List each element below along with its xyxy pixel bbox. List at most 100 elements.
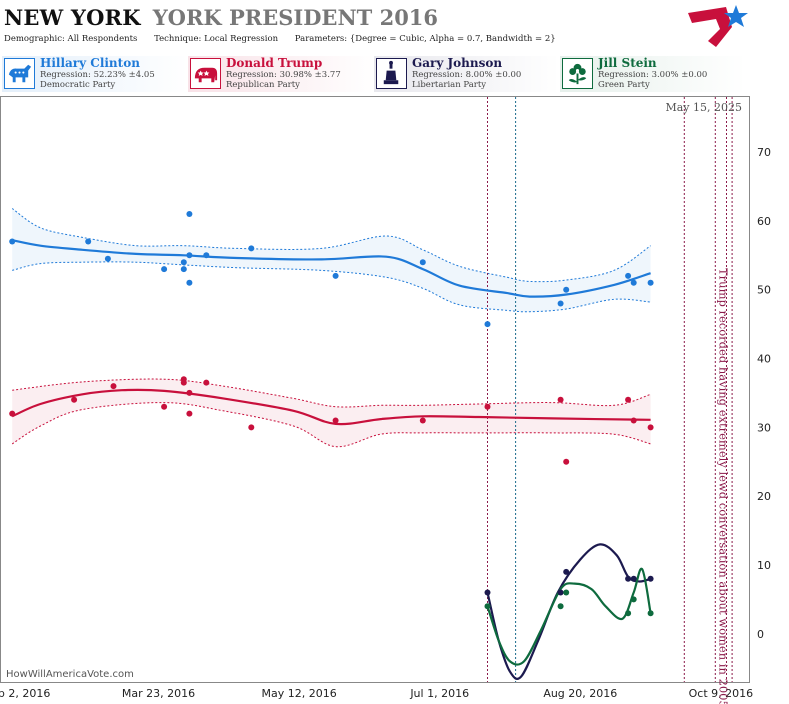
candidate-card-clinton[interactable]: Hillary Clinton Regression: 52.23% ±4.05… xyxy=(2,56,188,92)
x-axis: Feb 2, 2016 Mar 23, 2016 May 12, 2016 Jul 1… xyxy=(0,687,753,700)
donald-trump-poll-point[interactable] xyxy=(203,379,210,386)
jill-stein-poll-point[interactable] xyxy=(647,610,654,617)
hillary-clinton-poll-point[interactable] xyxy=(625,272,632,279)
event-annotation: Trump recorded having extremely lewd con… xyxy=(716,268,730,704)
donald-trump-poll-point[interactable] xyxy=(248,424,255,431)
donald-trump-poll-point[interactable] xyxy=(419,417,426,424)
hillary-clinton-poll-point[interactable] xyxy=(563,286,570,293)
donald-trump-poll-point[interactable] xyxy=(9,410,16,417)
donald-trump-poll-point[interactable] xyxy=(557,396,564,403)
donald-trump-poll-point[interactable] xyxy=(563,458,570,465)
hillary-clinton-poll-point[interactable] xyxy=(161,266,168,273)
candidate-party: Libertarian Party xyxy=(412,80,487,90)
jill-stein-poll-point[interactable] xyxy=(625,610,632,617)
donald-trump-poll-point[interactable] xyxy=(186,410,193,417)
reference-lines xyxy=(487,97,733,682)
page-title: NEW YORK YORK PRESIDENT 2016 xyxy=(4,5,438,30)
hillary-clinton-poll-point[interactable] xyxy=(332,272,339,279)
gary-johnson-poll-point[interactable] xyxy=(484,589,491,596)
jill-stein-poll-point[interactable] xyxy=(563,589,570,596)
candidate-name: Jill Stein xyxy=(598,56,657,70)
candidate-regression: Regression: 3.00% ±0.00 xyxy=(598,70,708,80)
candidate-party: Republican Party xyxy=(226,80,300,90)
parameter-row: Demographic: All Respondents Technique: … xyxy=(4,34,570,44)
hillary-clinton-poll-point[interactable] xyxy=(647,279,654,286)
donald-trump-poll-point[interactable] xyxy=(161,403,168,410)
hillary-clinton-poll-point[interactable] xyxy=(248,245,255,252)
donald-trump-poll-point[interactable] xyxy=(647,424,654,431)
hillary-clinton-poll-point[interactable] xyxy=(186,279,193,286)
hillary-clinton-poll-point[interactable] xyxy=(186,211,193,217)
donald-trump-poll-point[interactable] xyxy=(484,403,491,410)
chart-header: NEW YORK YORK PRESIDENT 2016 Demographic:… xyxy=(0,0,789,95)
hillary-clinton-poll-point[interactable] xyxy=(557,300,564,307)
donald-trump-confidence-band xyxy=(12,379,651,447)
hillary-clinton-poll-point[interactable] xyxy=(180,266,187,273)
x-tick-label: Mar 23, 2016 xyxy=(122,687,195,700)
hillary-clinton-poll-point[interactable] xyxy=(9,238,16,245)
jill-stein-poll-point[interactable] xyxy=(630,596,637,603)
donald-trump-poll-point[interactable] xyxy=(332,417,339,424)
gary-johnson-poll-point[interactable] xyxy=(647,575,654,582)
y-tick-label: 40 xyxy=(757,353,771,366)
hillary-clinton-poll-point[interactable] xyxy=(484,321,491,328)
hillary-clinton-poll-point[interactable] xyxy=(104,255,111,262)
poll-points xyxy=(9,211,654,617)
jill-stein-poll-point[interactable] xyxy=(557,603,564,610)
y-tick-label: 0 xyxy=(757,628,764,641)
state-title: NEW YORK xyxy=(4,5,141,30)
jill-stein-poll-point[interactable] xyxy=(484,603,491,610)
donald-trump-regression-line[interactable] xyxy=(11,388,651,426)
site-logo-icon[interactable] xyxy=(686,3,750,49)
y-axis: 0 10 20 30 40 50 60 70 xyxy=(757,146,771,641)
parameters-label: Parameters: {Degree = Cubic, Alpha = 0.7… xyxy=(294,34,556,44)
candidate-card-stein[interactable]: Jill Stein Regression: 3.00% ±0.00 Green… xyxy=(560,56,746,92)
x-tick-label: Oct 9, 2016 xyxy=(689,687,754,700)
donald-trump-poll-point[interactable] xyxy=(186,389,193,396)
candidate-name: Donald Trump xyxy=(226,56,323,70)
donald-trump-poll-point[interactable] xyxy=(71,396,78,403)
current-date-label: May 15, 2025 xyxy=(665,101,742,114)
liberty-icon xyxy=(376,58,407,89)
donald-trump-upper-bound xyxy=(12,378,651,408)
jill-stein-regression-line[interactable] xyxy=(486,567,652,666)
plot-frame xyxy=(0,96,750,683)
donald-trump-poll-point[interactable] xyxy=(630,417,637,424)
gary-johnson-poll-point[interactable] xyxy=(557,589,564,596)
site-credit[interactable]: HowWillAmericaVote.com xyxy=(6,669,134,680)
hillary-clinton-poll-point[interactable] xyxy=(85,238,92,245)
donald-trump-poll-point[interactable] xyxy=(110,383,117,390)
y-tick-label: 60 xyxy=(757,215,771,228)
x-tick-label: Feb 2, 2016 xyxy=(0,687,50,700)
candidate-name: Gary Johnson xyxy=(412,56,503,70)
gary-johnson-poll-point[interactable] xyxy=(630,575,637,582)
candidate-name: Hillary Clinton xyxy=(40,56,140,70)
gary-johnson-poll-point[interactable] xyxy=(563,568,570,575)
candidate-card-johnson[interactable]: Gary Johnson Regression: 8.00% ±0.00 Lib… xyxy=(374,56,560,92)
hillary-clinton-poll-point[interactable] xyxy=(186,252,193,259)
donald-trump-poll-point[interactable] xyxy=(625,396,632,403)
x-tick-label: May 12, 2016 xyxy=(261,687,336,700)
y-tick-label: 50 xyxy=(757,284,771,297)
hillary-clinton-poll-point[interactable] xyxy=(203,252,210,259)
x-tick-label: Aug 20, 2016 xyxy=(543,687,617,700)
y-tick-label: 70 xyxy=(757,146,771,159)
demographic-label: Demographic: All Respondents xyxy=(4,34,138,44)
hillary-clinton-upper-bound xyxy=(11,208,651,283)
hillary-clinton-poll-point[interactable] xyxy=(180,259,187,266)
y-tick-label: 10 xyxy=(757,559,771,572)
flower-icon xyxy=(562,58,593,89)
elephant-icon xyxy=(190,58,221,89)
donald-trump-poll-point[interactable] xyxy=(180,379,187,386)
regression-chart: 0 10 20 30 40 50 60 70 Feb 2, 2016 Mar 23, 2016 M… xyxy=(0,96,771,704)
hillary-clinton-lower-bound xyxy=(12,261,651,313)
hillary-clinton-poll-point[interactable] xyxy=(630,279,637,286)
gary-johnson-poll-point[interactable] xyxy=(625,575,632,582)
candidate-regression: Regression: 52.23% ±4.05 xyxy=(40,70,155,80)
hillary-clinton-regression-line[interactable] xyxy=(11,239,651,298)
candidate-party: Green Party xyxy=(598,80,650,90)
donkey-icon xyxy=(4,58,35,89)
x-tick-label: Jul 1, 2016 xyxy=(409,687,469,700)
hillary-clinton-poll-point[interactable] xyxy=(419,259,426,266)
candidate-card-trump[interactable]: Donald Trump Regression: 30.98% ±3.77 Re… xyxy=(188,56,374,92)
